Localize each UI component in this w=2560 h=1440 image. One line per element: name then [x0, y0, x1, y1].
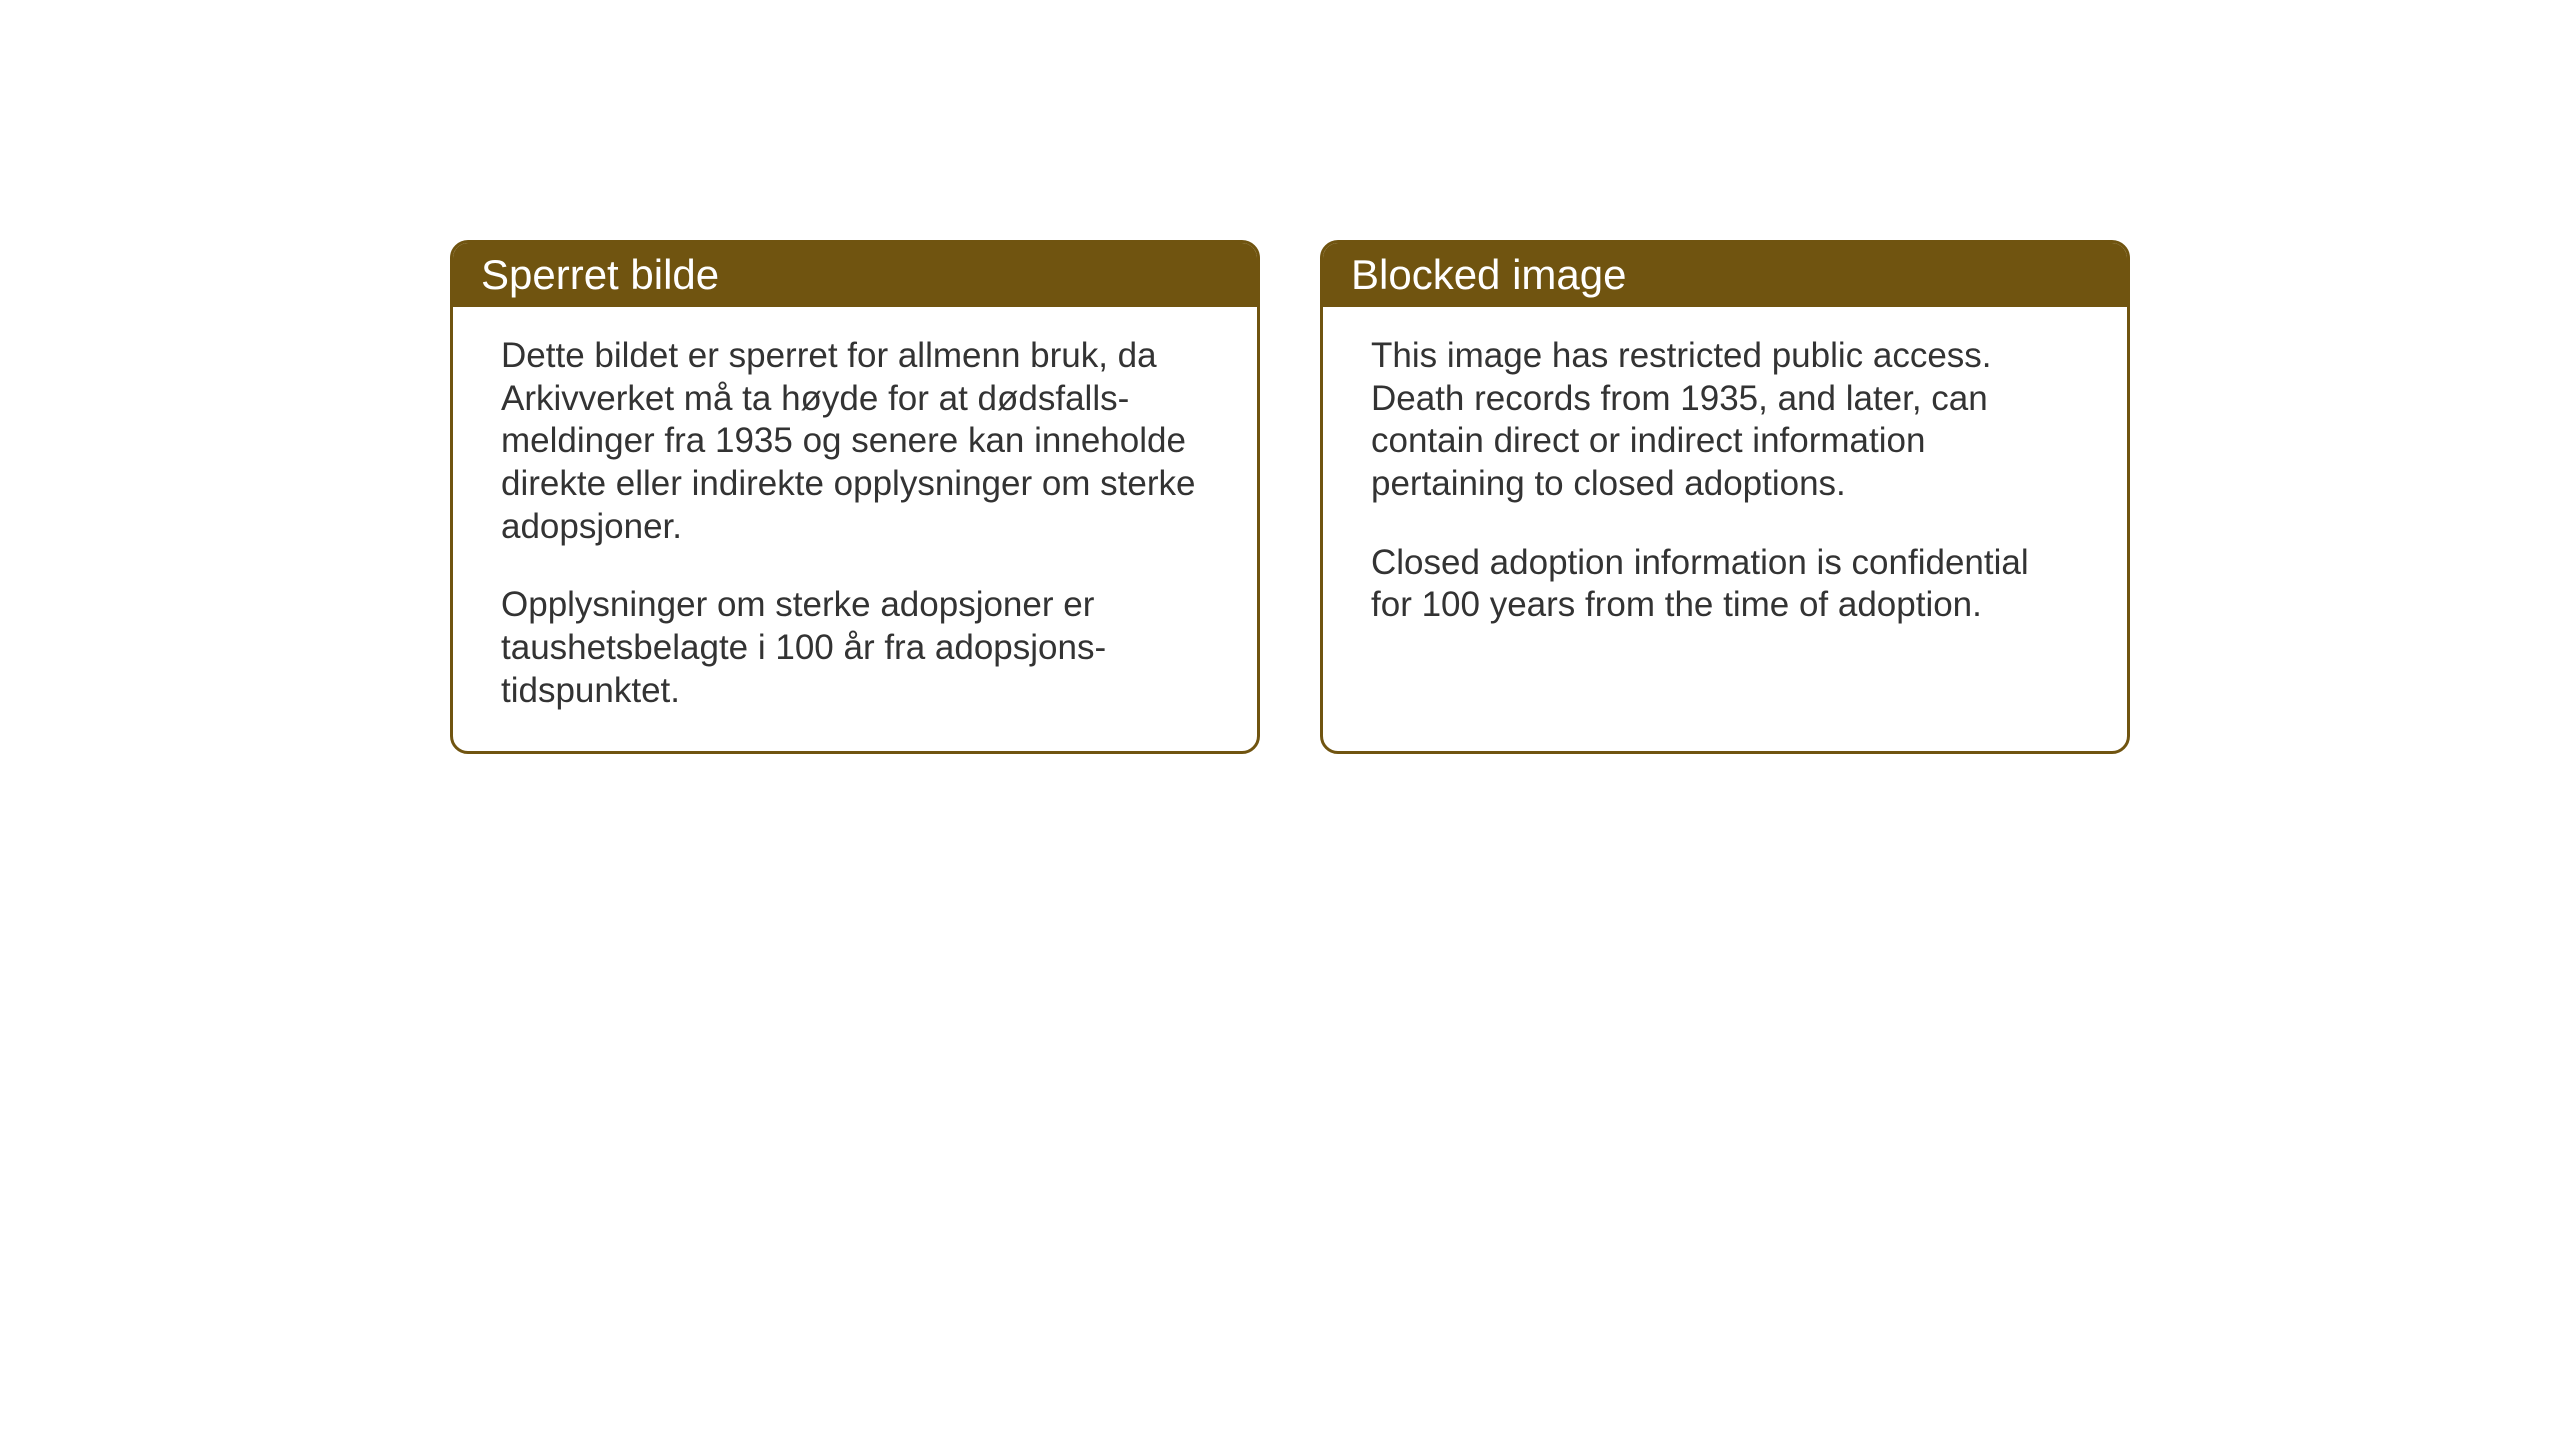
card-body-english: This image has restricted public access.… [1323, 307, 2127, 665]
card-body-norwegian: Dette bildet er sperret for allmenn bruk… [453, 307, 1257, 751]
card-paragraph-1-norwegian: Dette bildet er sperret for allmenn bruk… [501, 335, 1209, 548]
card-header-norwegian: Sperret bilde [453, 243, 1257, 307]
card-title-english: Blocked image [1351, 251, 1626, 298]
notice-card-norwegian: Sperret bilde Dette bildet er sperret fo… [450, 240, 1260, 754]
card-paragraph-1-english: This image has restricted public access.… [1371, 335, 2079, 506]
notice-card-english: Blocked image This image has restricted … [1320, 240, 2130, 754]
card-header-english: Blocked image [1323, 243, 2127, 307]
notice-cards-container: Sperret bilde Dette bildet er sperret fo… [450, 240, 2130, 754]
card-paragraph-2-english: Closed adoption information is confident… [1371, 542, 2079, 627]
card-title-norwegian: Sperret bilde [481, 251, 719, 298]
card-paragraph-2-norwegian: Opplysninger om sterke adopsjoner er tau… [501, 584, 1209, 712]
